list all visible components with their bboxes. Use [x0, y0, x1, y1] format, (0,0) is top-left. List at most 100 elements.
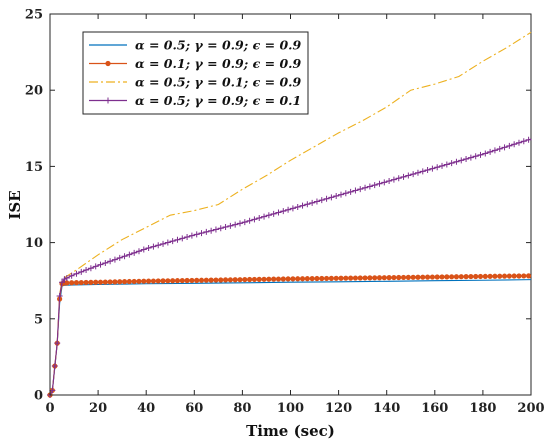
data-point — [241, 219, 248, 226]
data-point — [467, 154, 474, 161]
x-tick-label: 160 — [421, 401, 448, 416]
data-point — [150, 278, 157, 284]
data-point — [92, 263, 99, 270]
data-point — [304, 276, 310, 282]
data-point — [473, 273, 479, 280]
data-point — [73, 270, 80, 277]
data-point — [97, 279, 104, 285]
data-point — [140, 246, 147, 253]
data-point — [184, 277, 190, 284]
data-point — [164, 239, 171, 246]
data-point — [376, 180, 383, 187]
x-tick-label: 140 — [373, 401, 400, 416]
data-point — [174, 278, 181, 284]
data-point — [111, 256, 118, 263]
data-point — [212, 226, 219, 233]
data-point — [121, 253, 128, 260]
data-point — [410, 171, 417, 178]
data-point — [289, 205, 296, 212]
data-point — [213, 277, 219, 283]
data-point — [270, 210, 277, 217]
data-point — [131, 249, 138, 256]
data-point — [511, 141, 518, 148]
data-point — [227, 222, 234, 229]
data-point — [83, 267, 90, 274]
x-tick-label: 80 — [233, 401, 251, 416]
data-point — [463, 156, 470, 163]
data-point — [222, 224, 229, 231]
data-point — [400, 274, 407, 281]
data-point — [237, 277, 243, 283]
data-point — [318, 197, 325, 204]
data-point — [511, 273, 517, 279]
y-tick-label: 25 — [25, 8, 43, 23]
data-point — [453, 158, 460, 165]
data-point — [372, 275, 378, 281]
data-point — [242, 276, 248, 283]
data-point — [78, 279, 84, 286]
data-point — [525, 273, 532, 279]
data-point — [294, 204, 301, 211]
data-point — [83, 279, 89, 286]
data-point — [506, 142, 513, 149]
data-point — [68, 272, 75, 279]
data-point — [131, 278, 137, 285]
data-point — [261, 213, 268, 220]
data-point — [395, 175, 402, 182]
x-axis-title: Time (sec) — [246, 422, 335, 440]
y-tick-label: 15 — [25, 160, 43, 175]
data-point — [59, 279, 66, 286]
y-tick-label: 20 — [25, 84, 43, 99]
data-point — [112, 279, 118, 285]
data-point — [117, 279, 123, 285]
data-point — [516, 273, 522, 279]
x-tick-label: 180 — [469, 401, 496, 416]
data-point — [477, 151, 484, 158]
data-point — [463, 274, 469, 280]
data-point — [247, 276, 253, 283]
data-point — [501, 273, 508, 279]
data-point — [184, 234, 191, 241]
legend-item: α = 0.1; γ = 0.9; ϵ = 0.9 — [89, 56, 301, 71]
data-point — [472, 153, 479, 160]
data-point — [424, 166, 431, 173]
data-point — [468, 273, 474, 280]
legend-label: α = 0.5; γ = 0.9; ϵ = 0.1 — [135, 93, 301, 108]
data-point — [414, 169, 421, 176]
data-point — [236, 220, 243, 227]
data-point — [333, 275, 339, 281]
data-point — [506, 273, 512, 279]
legend-marker — [105, 60, 111, 67]
data-point — [174, 236, 181, 243]
data-point — [299, 276, 306, 282]
data-point — [390, 176, 397, 183]
data-point — [381, 179, 388, 186]
data-point — [439, 274, 445, 280]
data-point — [251, 276, 258, 283]
data-point — [208, 227, 215, 234]
data-point — [376, 275, 383, 281]
x-tick-label: 40 — [137, 401, 155, 416]
data-point — [160, 278, 166, 284]
data-point — [487, 148, 494, 155]
y-tick-label: 5 — [34, 312, 43, 327]
data-point — [323, 275, 330, 282]
data-point — [285, 206, 292, 213]
series-layer — [47, 31, 532, 398]
x-tick-label: 20 — [89, 401, 107, 416]
x-tick-label: 100 — [277, 401, 304, 416]
data-point — [419, 168, 426, 175]
data-point — [116, 254, 123, 261]
data-point — [54, 340, 61, 347]
data-point — [429, 165, 436, 172]
data-point — [217, 225, 224, 232]
data-point — [275, 209, 282, 216]
data-point — [198, 230, 205, 237]
data-point — [165, 278, 171, 284]
data-point — [299, 202, 306, 209]
data-point — [193, 231, 200, 238]
data-point — [515, 139, 522, 146]
data-point — [179, 235, 186, 242]
data-point — [93, 279, 99, 285]
